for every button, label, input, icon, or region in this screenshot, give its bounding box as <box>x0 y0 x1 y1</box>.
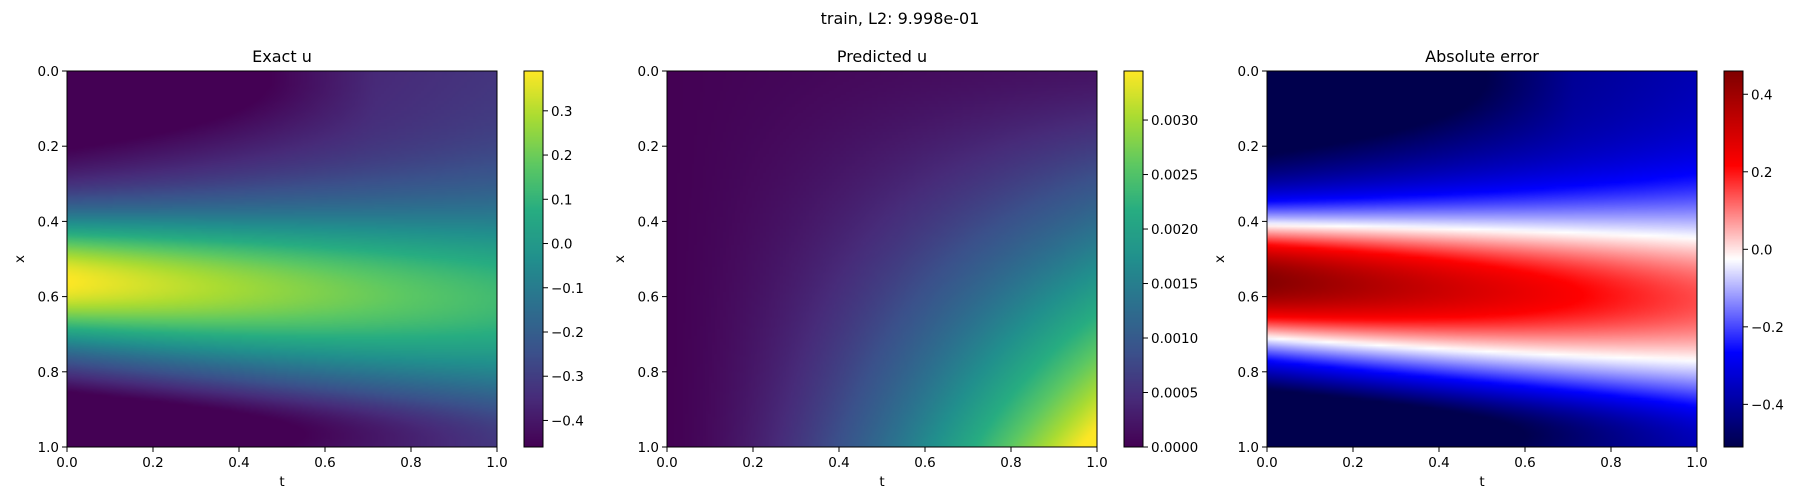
y-tick-label: 0.2 <box>1238 139 1259 155</box>
colorbar-tick-label: 0.2 <box>1751 165 1772 181</box>
colorbar-tick-label: −0.4 <box>1751 397 1784 413</box>
colorbar-tick-label: −0.1 <box>551 281 584 297</box>
y-axis-label: x <box>1212 255 1228 263</box>
colorbar-tick-label: 0.1 <box>551 192 572 208</box>
x-tick-label: 0.2 <box>742 455 763 471</box>
panel-title: Exact u <box>252 47 312 66</box>
panel-exact: Exact u 0.0 0.2 0.4 0.6 0.8 1.00.00.20.40.60.… <box>12 47 584 490</box>
axes-frame <box>666 70 1098 448</box>
colorbar <box>1124 71 1143 447</box>
axes: 0.0 0.2 0.4 0.6 0.8 1.00.00.20.40.60.81.0 <box>638 64 1108 471</box>
panel-title: Predicted u <box>837 47 927 66</box>
axes-frame <box>1266 70 1698 448</box>
heatmap-image <box>1267 71 1697 447</box>
colorbar-tick-label: 0.0000 <box>1151 440 1198 456</box>
colorbar-axis: 0.4 0.2 0.0 −0.2 −0.4 <box>1723 70 1784 448</box>
colorbar <box>1724 71 1743 447</box>
x-tick-label: 0.0 <box>656 455 677 471</box>
x-tick-label: 0.8 <box>1600 455 1621 471</box>
colorbar-tick-label: −0.3 <box>551 369 584 385</box>
panel-predicted: Predicted u 0.0 0.2 0.4 0.6 0.8 1.00.00.20.40… <box>612 47 1198 490</box>
heatmap-image <box>667 71 1097 447</box>
y-axis-label: x <box>12 255 28 263</box>
y-tick-label: 0.6 <box>1238 290 1259 306</box>
colorbar-tick-label: 0.4 <box>1751 87 1772 103</box>
x-tick-label: 1.0 <box>486 455 507 471</box>
axes: 0.0 0.2 0.4 0.6 0.8 1.00.00.20.40.60.81.0 <box>38 64 508 471</box>
y-tick-label: 1.0 <box>1238 440 1259 456</box>
x-tick-label: 0.4 <box>828 455 849 471</box>
x-tick-label: 0.2 <box>1342 455 1363 471</box>
panel-title: Absolute error <box>1425 47 1539 66</box>
x-tick-label: 1.0 <box>1686 455 1707 471</box>
y-tick-label: 0.2 <box>38 139 59 155</box>
colorbar-tick-label: −0.2 <box>1751 320 1784 336</box>
colorbar-tick-label: 0.0020 <box>1151 222 1198 238</box>
x-tick-label: 0.2 <box>142 455 163 471</box>
x-tick-label: 1.0 <box>1086 455 1107 471</box>
y-tick-label: 0.0 <box>38 64 59 80</box>
y-tick-label: 1.0 <box>38 440 59 456</box>
x-axis-label: t <box>879 474 884 490</box>
x-tick-label: 0.8 <box>1000 455 1021 471</box>
y-tick-label: 0.4 <box>638 214 659 230</box>
colorbar-tick-label: −0.4 <box>551 413 584 429</box>
y-tick-label: 0.4 <box>1238 214 1259 230</box>
y-tick-label: 0.2 <box>638 139 659 155</box>
y-tick-label: 0.8 <box>1238 365 1259 381</box>
x-tick-label: 0.6 <box>914 455 935 471</box>
colorbar-tick-label: −0.2 <box>551 325 584 341</box>
y-tick-label: 0.6 <box>638 290 659 306</box>
y-tick-label: 0.0 <box>1238 64 1259 80</box>
y-tick-label: 0.6 <box>38 290 59 306</box>
y-tick-label: 0.0 <box>638 64 659 80</box>
colorbar-tick-label: 0.0005 <box>1151 386 1198 402</box>
y-tick-label: 1.0 <box>638 440 659 456</box>
colorbar-tick-label: 0.0010 <box>1151 331 1198 347</box>
colorbar-axis: 0.0030 0.0025 0.0020 0.0015 0.0010 0.0005 0.00… <box>1123 70 1198 456</box>
x-axis-label: t <box>279 474 284 490</box>
colorbar-tick-label: 0.0 <box>551 237 572 253</box>
colorbar-tick-label: 0.0 <box>1751 242 1772 258</box>
colorbar-tick-label: 0.0015 <box>1151 277 1198 293</box>
x-tick-label: 0.0 <box>56 455 77 471</box>
colorbar-frame <box>1123 70 1144 448</box>
heatmap-image <box>67 71 497 447</box>
x-tick-label: 0.8 <box>400 455 421 471</box>
y-tick-label: 0.8 <box>638 365 659 381</box>
x-tick-label: 0.4 <box>228 455 249 471</box>
axes-frame <box>66 70 498 448</box>
colorbar-frame <box>523 70 544 448</box>
colorbar-tick-label: 0.2 <box>551 148 572 164</box>
colorbar <box>524 71 543 447</box>
colorbar-tick-label: 0.0030 <box>1151 113 1198 129</box>
x-axis-label: t <box>1479 474 1484 490</box>
colorbar-tick-label: 0.0025 <box>1151 168 1198 184</box>
panel-absolute-error: Absolute error 0.0 0.2 0.4 0.6 0.8 1.00.00.20… <box>1212 47 1784 490</box>
x-tick-label: 0.6 <box>1514 455 1535 471</box>
y-axis-label: x <box>612 255 628 263</box>
y-tick-label: 0.8 <box>38 365 59 381</box>
colorbar-frame <box>1723 70 1744 448</box>
suptitle: train, L2: 9.998e-01 <box>821 9 980 28</box>
axes: 0.0 0.2 0.4 0.6 0.8 1.00.00.20.40.60.81.0 <box>1238 64 1708 471</box>
colorbar-axis: 0.3 0.2 0.1 0.0 −0.1 −0.2 −0.3 −0.4 <box>523 70 584 448</box>
y-tick-label: 0.4 <box>38 214 59 230</box>
x-tick-label: 0.6 <box>314 455 335 471</box>
x-tick-label: 0.4 <box>1428 455 1449 471</box>
x-tick-label: 0.0 <box>1256 455 1277 471</box>
colorbar-tick-label: 0.3 <box>551 104 572 120</box>
